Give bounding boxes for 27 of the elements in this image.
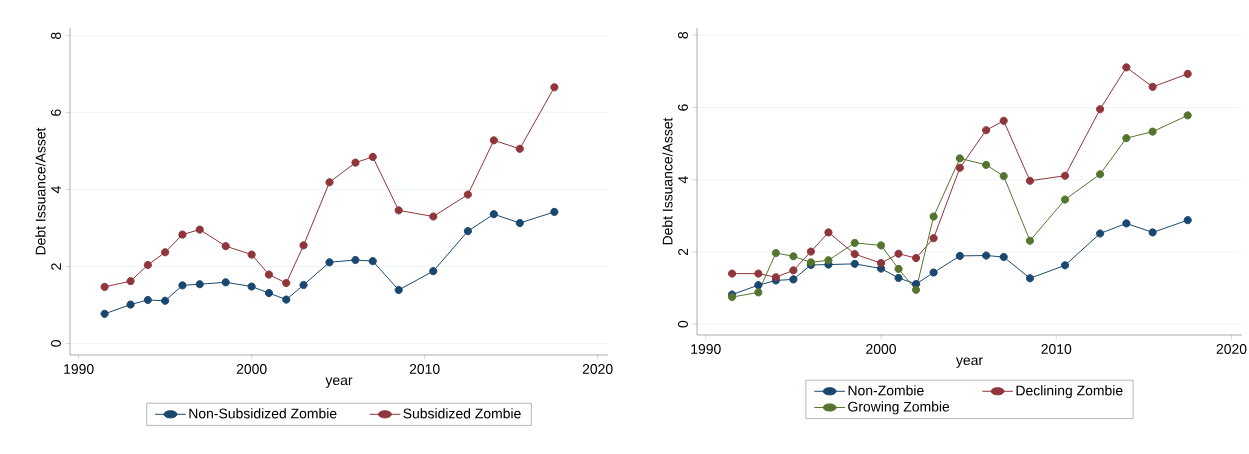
x-tick-label: 2010 [1041, 344, 1072, 354]
x-axis-title: year [325, 377, 353, 388]
x-tick-label: 1990 [691, 344, 721, 354]
x-tick-label: 1990 [64, 364, 94, 374]
x-axis-title: year [955, 357, 983, 368]
y-tick-label: 2 [678, 248, 688, 256]
y-tick-label: 0 [51, 340, 61, 347]
x-tick-label: 2000 [236, 364, 267, 374]
y-tick-label: 8 [51, 32, 61, 39]
legend-label: Non-Subsidized Zombie [189, 408, 337, 419]
y-tick-label: 8 [678, 31, 688, 39]
legend-label: Growing Zombie [848, 401, 950, 415]
legend-label: Non-Zombie [848, 385, 924, 396]
x-tick-label: 2020 [582, 364, 613, 374]
y-tick-label: 2 [51, 263, 61, 270]
y-tick-label: 0 [678, 320, 688, 328]
x-tick-label: 2010 [409, 364, 440, 374]
legend-label: Declining Zombie [1016, 385, 1123, 399]
y-tick-label: 4 [678, 176, 688, 184]
y-tick-label: 6 [678, 104, 688, 111]
y-tick-label: 4 [51, 186, 61, 194]
y-tick-label: 6 [51, 109, 61, 116]
y-axis-title: Debt Issuance/Asset [35, 127, 46, 255]
y-axis-title: Debt Issuance/Asset [662, 117, 673, 245]
x-tick-label: 2020 [1216, 344, 1247, 354]
x-tick-label: 2000 [866, 344, 896, 354]
legend-label: Subsidized Zombie [403, 408, 521, 419]
